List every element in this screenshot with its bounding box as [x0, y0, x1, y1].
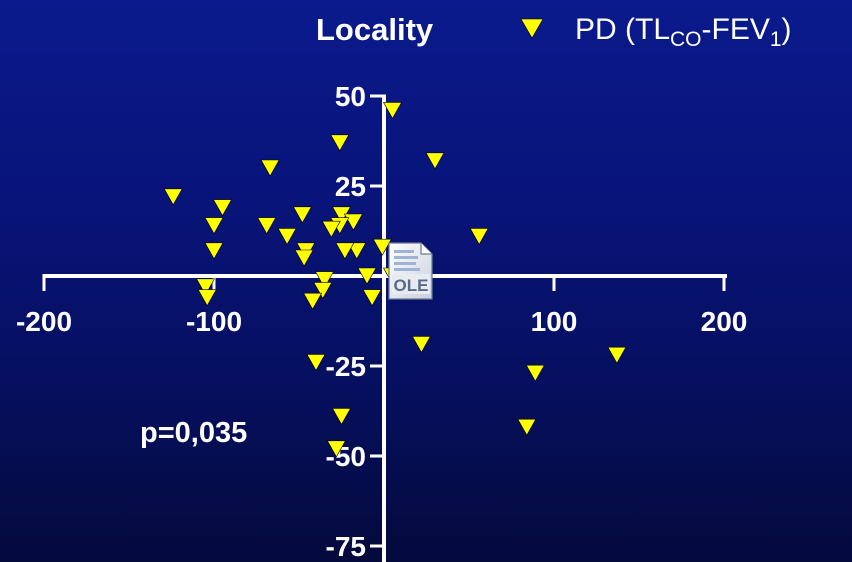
y-tick-label: 25	[335, 171, 366, 202]
x-tick-label: -200	[16, 306, 72, 337]
data-point	[212, 199, 233, 217]
y-tick-label: -25	[326, 351, 366, 382]
ole-icon-label: OLE	[394, 276, 429, 295]
data-point	[469, 228, 489, 246]
ole-object-icon[interactable]: OLE	[388, 242, 433, 300]
data-point	[517, 418, 537, 436]
data-point	[362, 289, 382, 307]
p-value-annotation: p=0,035	[140, 417, 247, 449]
legend: PD (TLCO-FEV1)	[520, 13, 792, 51]
data-point	[303, 292, 323, 310]
data-point	[292, 206, 312, 224]
data-point	[326, 440, 346, 458]
x-tick-label: 200	[701, 306, 748, 337]
data-point	[343, 213, 363, 231]
data-point	[195, 278, 216, 296]
data-point	[260, 159, 280, 177]
data-point	[197, 289, 217, 307]
data-point	[163, 188, 183, 206]
data-point	[313, 282, 333, 300]
x-ticks: -200 -100 100 200	[16, 274, 747, 337]
data-point	[204, 242, 224, 260]
x-tick-label: 100	[531, 306, 578, 337]
legend-marker	[520, 18, 544, 39]
data-point	[321, 220, 341, 238]
data-point	[357, 267, 377, 285]
data-point	[607, 346, 627, 364]
data-point	[314, 271, 335, 289]
data-point	[330, 134, 350, 152]
data-point	[331, 408, 352, 426]
y-tick-label: 50	[335, 81, 366, 112]
data-point	[382, 102, 403, 120]
x-tick-label: -100	[186, 306, 242, 337]
legend-label: PD (TLCO-FEV1)	[575, 13, 792, 51]
data-point	[306, 354, 326, 372]
data-point	[372, 238, 392, 256]
data-point	[525, 364, 545, 382]
data-point	[347, 242, 367, 260]
chart-title: Locality	[316, 12, 434, 47]
data-point	[425, 152, 445, 170]
data-point	[257, 217, 277, 235]
data-point	[335, 242, 355, 260]
data-point	[204, 217, 224, 235]
y-tick-label: -75	[326, 531, 366, 562]
data-point	[411, 336, 431, 354]
data-point	[294, 249, 314, 267]
data-point	[277, 228, 297, 246]
